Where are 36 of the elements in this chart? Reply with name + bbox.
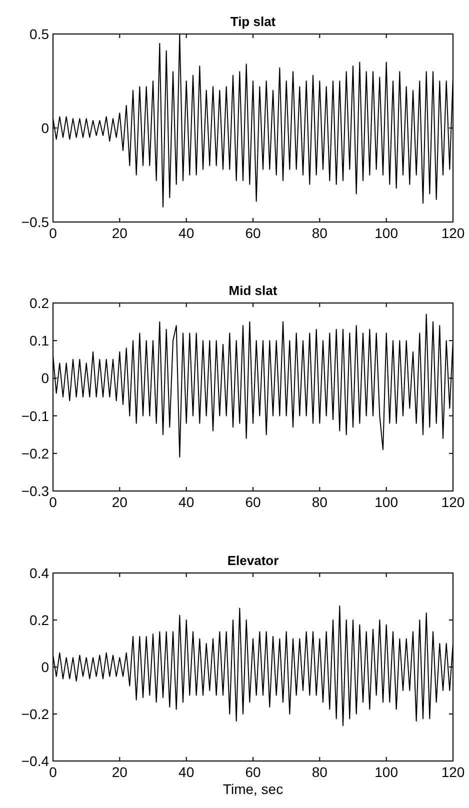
x-axis-title: Time, sec xyxy=(222,781,284,797)
y-tick-label: −0.2 xyxy=(21,445,50,462)
y-tick-label: 0.5 xyxy=(30,26,50,42)
x-tick-label: 20 xyxy=(112,225,128,241)
y-tick-label: 0 xyxy=(41,120,50,136)
x-tick-label: 120 xyxy=(441,494,465,510)
x-tick-label: 20 xyxy=(112,764,128,780)
x-tick-label: 40 xyxy=(178,764,194,780)
y-tick-label: 0.2 xyxy=(30,295,50,311)
x-tick-label: 20 xyxy=(112,494,128,510)
x-tick-label: 40 xyxy=(178,494,194,510)
y-tick-label: 0.1 xyxy=(30,332,50,349)
x-tick-label: 80 xyxy=(312,225,328,241)
x-tick-label: 40 xyxy=(178,225,194,241)
chart-title: Tip slat xyxy=(230,14,276,29)
x-tick-label: 60 xyxy=(245,225,261,241)
x-tick-label: 100 xyxy=(374,225,398,241)
y-tick-label: 0 xyxy=(41,659,50,675)
x-tick-label: 80 xyxy=(312,764,328,780)
y-tick-label: −0.1 xyxy=(21,408,50,424)
chart-title: Mid slat xyxy=(228,283,278,298)
y-tick-label: −0.5 xyxy=(21,214,50,230)
x-tick-label: 120 xyxy=(441,225,465,241)
x-tick-label: 100 xyxy=(374,764,398,780)
x-tick-label: 100 xyxy=(374,494,398,510)
chart-title: Elevator xyxy=(227,553,279,568)
x-tick-label: 60 xyxy=(245,494,261,510)
y-tick-label: −0.4 xyxy=(21,753,50,769)
y-tick-label: 0.4 xyxy=(30,565,50,581)
y-tick-label: 0.2 xyxy=(30,612,50,628)
y-tick-label: −0.2 xyxy=(21,706,50,722)
y-tick-label: −0.3 xyxy=(21,483,50,499)
y-tick-label: 0 xyxy=(41,370,50,386)
x-tick-label: 120 xyxy=(441,764,465,780)
x-tick-label: 80 xyxy=(312,494,328,510)
x-tick-label: 60 xyxy=(245,764,261,780)
